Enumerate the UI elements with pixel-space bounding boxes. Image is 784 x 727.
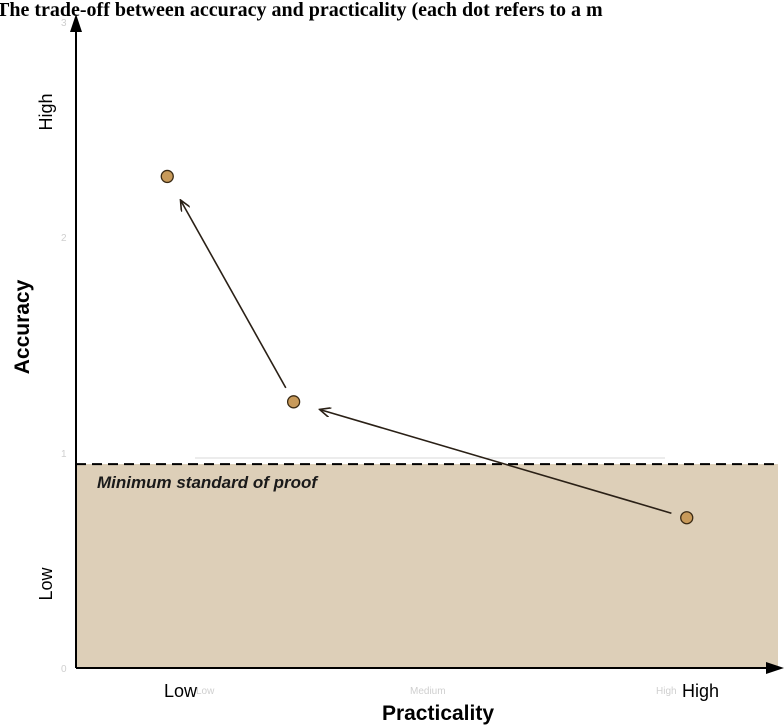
y-tick-2: 2 [61,233,67,244]
x-tick-high: High [656,686,677,697]
arrows-layer [181,201,672,514]
trend-arrow-2 [181,201,287,389]
data-point-2 [286,395,301,409]
x-axis-title: Practicality [382,702,494,725]
x-axis-arrowhead [766,662,784,674]
y-label-low: Low [36,566,56,600]
y-axis-title: Accuracy [11,279,34,374]
threshold-label: Minimum standard of proof [97,473,319,492]
x-tick-low: Low [196,686,215,697]
points-layer [160,169,694,525]
y-axis-arrowhead [70,14,82,32]
y-label-high: High [36,93,56,130]
below-threshold-region [77,464,778,668]
data-point-3 [680,511,694,525]
x-tick-medium: Medium [410,686,446,697]
chart-title: The trade-off between accuracy and pract… [0,0,603,21]
y-tick-1: 1 [61,449,67,460]
trend-arrow-1 [320,410,672,514]
data-point-1 [160,169,174,184]
y-tick-3: 3 [61,18,67,29]
y-tick-0: 0 [61,664,67,675]
x-label-low: Low [164,681,198,701]
x-label-high: High [682,681,719,701]
